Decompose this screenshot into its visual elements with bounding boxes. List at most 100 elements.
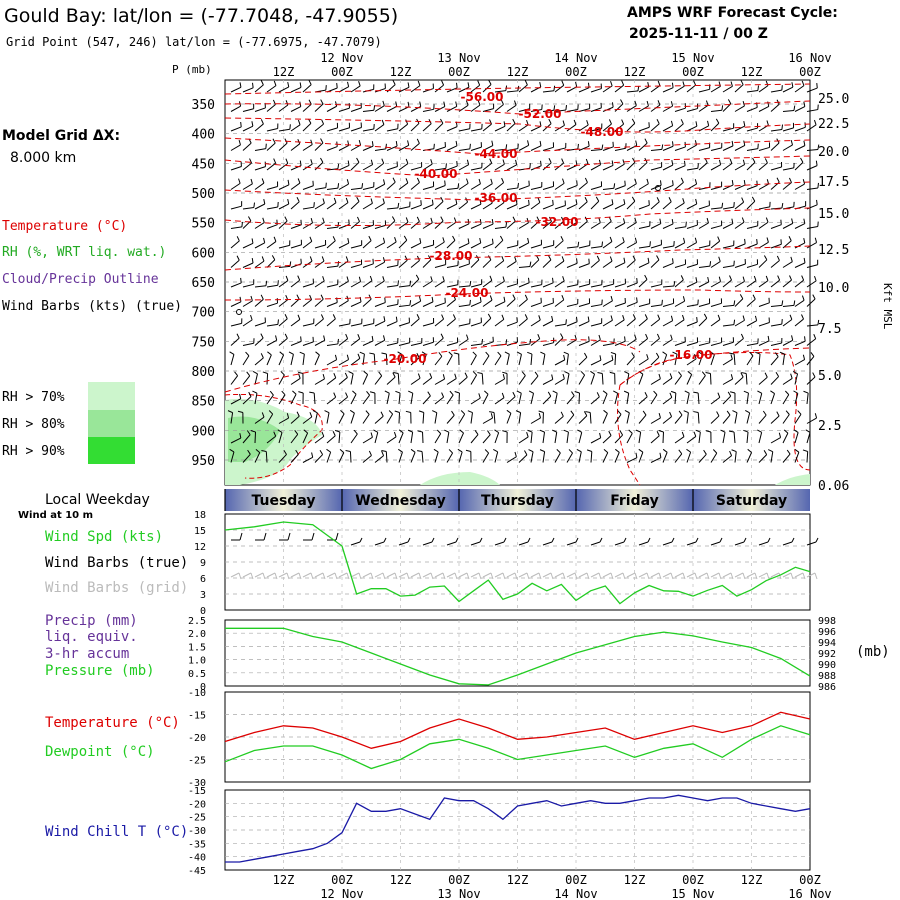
- wind-barb: [434, 264, 446, 268]
- wind-barb: [710, 122, 720, 132]
- wind-barb: [386, 207, 398, 210]
- true-wind-barb: [422, 541, 433, 546]
- wind-barb: [662, 87, 674, 93]
- wind-barb: [698, 354, 704, 366]
- wind-barb-flag: [320, 294, 324, 300]
- wind-barb: [542, 282, 554, 288]
- wind-barb: [686, 436, 697, 444]
- wind-barb-flag: [678, 449, 683, 455]
- top-date-label: 12 Nov: [320, 51, 363, 65]
- wind-barb: [542, 395, 552, 405]
- wind-barb: [578, 415, 588, 424]
- wind-barb: [266, 373, 269, 385]
- wind-barb-flag: [766, 120, 769, 126]
- wind-barb: [482, 145, 494, 151]
- wind-barb: [350, 301, 362, 307]
- grid-wind-barb: [482, 572, 492, 578]
- wind-barb-flag: [766, 237, 769, 243]
- wind-barb: [350, 127, 362, 132]
- wind-barb: [734, 319, 745, 327]
- wind-barb: [398, 163, 409, 171]
- wind-barb: [242, 125, 254, 132]
- y-tick: 18: [194, 510, 206, 521]
- wind-barb: [698, 162, 708, 171]
- wind-barb-flag: [670, 334, 673, 340]
- wind-barb: [770, 323, 782, 327]
- true-wind-barb: [806, 541, 817, 546]
- pressure-line: [225, 627, 811, 686]
- wind-barb: [386, 342, 398, 346]
- wind-barb-flag: [299, 351, 305, 355]
- wind-barb-flag: [681, 314, 685, 320]
- wind-barb: [614, 414, 622, 424]
- wind-barb-flag: [382, 237, 386, 243]
- wind-barb: [314, 280, 325, 288]
- wind-barb-flag: [457, 183, 460, 189]
- wind-barb-flag: [670, 101, 674, 107]
- wind-barb: [350, 244, 362, 249]
- grid-wind-barb: [566, 572, 576, 578]
- wind-barb-flag: [392, 372, 396, 378]
- grid-wind-barb-flag: [790, 572, 794, 580]
- wind-header: Wind at 10 m: [18, 510, 93, 521]
- wind-barb-flag: [624, 336, 626, 342]
- wind-barb: [770, 356, 779, 366]
- wind-barb: [638, 86, 650, 93]
- wind-barb-flag: [391, 216, 396, 222]
- wind-barb-flag: [237, 410, 243, 413]
- wind-barb: [266, 435, 276, 444]
- wind-barb-flag: [474, 430, 479, 435]
- wind-barb: [386, 166, 398, 171]
- wind-barb: [386, 220, 396, 229]
- wind-barb: [554, 415, 564, 424]
- wind-barb-flag: [501, 392, 505, 398]
- wind-barb: [710, 207, 722, 210]
- wind-barb-flag: [260, 353, 264, 359]
- grid-wind-barb: [290, 572, 300, 578]
- wind-barb: [746, 263, 758, 268]
- y-tick: -30: [188, 826, 206, 837]
- wind-barb: [698, 302, 710, 307]
- wind-barb: [326, 302, 338, 307]
- wind-barb: [338, 164, 350, 171]
- legend-wind-speed: Wind Spd (kts): [45, 529, 163, 545]
- pressure-tick: 350: [192, 98, 215, 113]
- wind-barb: [770, 376, 779, 385]
- cloud-outline-left: [224, 393, 323, 479]
- true-wind-barb: [710, 541, 721, 546]
- temperature-panel: -30-25-20-15-10: [188, 688, 811, 789]
- wind-barb: [614, 185, 626, 190]
- wind-barb: [662, 354, 668, 366]
- wind-barb-flag: [322, 373, 325, 380]
- wind-barb-flag: [234, 371, 239, 377]
- wind-barb: [242, 87, 254, 93]
- wind-barb: [302, 283, 314, 288]
- wind-barb-flag: [791, 218, 794, 224]
- wind-barb-flag: [632, 255, 636, 261]
- wind-barb: [410, 143, 420, 151]
- wind-barb-flag: [576, 258, 578, 264]
- wind-barb-flag: [382, 257, 386, 263]
- wind-barb: [362, 224, 374, 229]
- wind-chill-panel: -45-40-35-30-25-20-15: [188, 786, 811, 877]
- wind-barb: [398, 182, 409, 190]
- wind-barb: [578, 356, 588, 366]
- wind-barb-flag: [814, 237, 818, 243]
- wind-barb: [626, 282, 638, 288]
- wind-barb-flag: [487, 255, 492, 261]
- wind-barb-flag: [405, 119, 409, 125]
- wind-barb-flag: [334, 354, 338, 360]
- grid-wind-barb: [446, 572, 456, 578]
- wind-barb-flag: [529, 163, 531, 169]
- top-time-tick: 12Z: [273, 65, 295, 79]
- wind-barb: [782, 167, 794, 171]
- wind-barb-flag: [721, 105, 724, 111]
- wind-barb: [794, 85, 805, 93]
- wind-barb: [266, 104, 276, 112]
- wind-barb: [638, 225, 650, 229]
- wind-barb-flag: [261, 178, 265, 184]
- wind-barb-flag: [491, 219, 494, 225]
- wind-barb-flag: [671, 82, 674, 88]
- wind-barb-flag: [656, 197, 660, 202]
- y-tick: 12: [194, 542, 206, 553]
